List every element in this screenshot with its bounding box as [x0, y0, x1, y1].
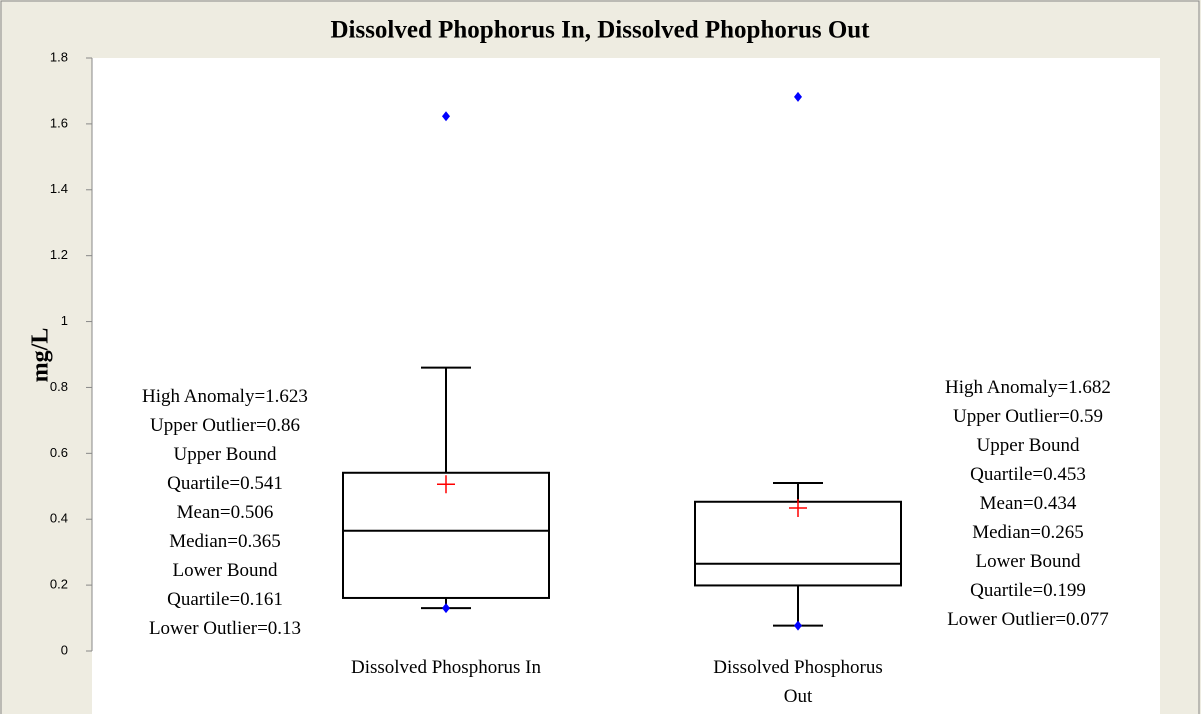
- box: [342, 471, 550, 599]
- plot-area: [92, 58, 1160, 714]
- chart-title: Dissolved Phophorus In, Dissolved Phopho…: [330, 17, 870, 44]
- annotation-line: Upper Outlier=0.86: [149, 415, 300, 436]
- annotation-line: Mean=0.434: [979, 493, 1077, 514]
- y-tick-label: 0.6: [50, 445, 68, 460]
- y-tick-label: 0.4: [50, 511, 68, 526]
- y-tick-label: 0.8: [50, 379, 68, 394]
- annotation-line: Lower Outlier=0.13: [148, 618, 302, 639]
- annotation-line: High Anomaly=1.623: [142, 386, 308, 407]
- annotation-line: Upper Outlier=0.59: [952, 406, 1103, 427]
- mean-marker: [437, 475, 455, 494]
- outlier-point: [794, 620, 802, 631]
- x-tick-label: Dissolved Phosphorus In: [350, 657, 541, 678]
- y-axis-label: mg/L: [28, 328, 54, 383]
- annotation-line: Lower Bound Quartile=0.161: [167, 560, 283, 610]
- annotation-line: High Anomaly=1.682: [945, 377, 1111, 398]
- annotation-line: Lower Bound Quartile=0.199: [970, 551, 1086, 601]
- annotation-line: Median=0.365: [169, 531, 281, 552]
- mean-marker: [789, 499, 807, 518]
- y-tick-label: 1.4: [50, 181, 68, 196]
- outlier-point: [794, 91, 802, 102]
- y-tick-label: 0: [61, 642, 68, 657]
- annotation-line: Upper Bound Quartile=0.541: [167, 444, 283, 494]
- y-tick-label: 0.2: [50, 577, 68, 592]
- annotation-line: Lower Outlier=0.077: [947, 609, 1109, 630]
- outlier-point: [442, 603, 450, 614]
- annotation-line: Upper Bound Quartile=0.453: [970, 435, 1086, 485]
- outlier-point: [442, 111, 450, 122]
- annotation: High Anomaly=1.623 Upper Outlier=0.86 Uppe…: [118, 382, 333, 643]
- y-tick-label: 1: [61, 313, 68, 328]
- annotation: High Anomaly=1.682 Upper Outlier=0.59 Uppe…: [921, 373, 1136, 634]
- annotation-line: Median=0.265: [972, 522, 1084, 543]
- y-tick-label: 1.6: [50, 115, 68, 130]
- annotation-line: Mean=0.506: [176, 502, 274, 523]
- box: [694, 500, 902, 587]
- x-tick-label: Dissolved Phosphorus Out: [713, 657, 883, 707]
- y-tick-label: 1.2: [50, 247, 68, 262]
- y-tick-label: 1.8: [50, 49, 68, 64]
